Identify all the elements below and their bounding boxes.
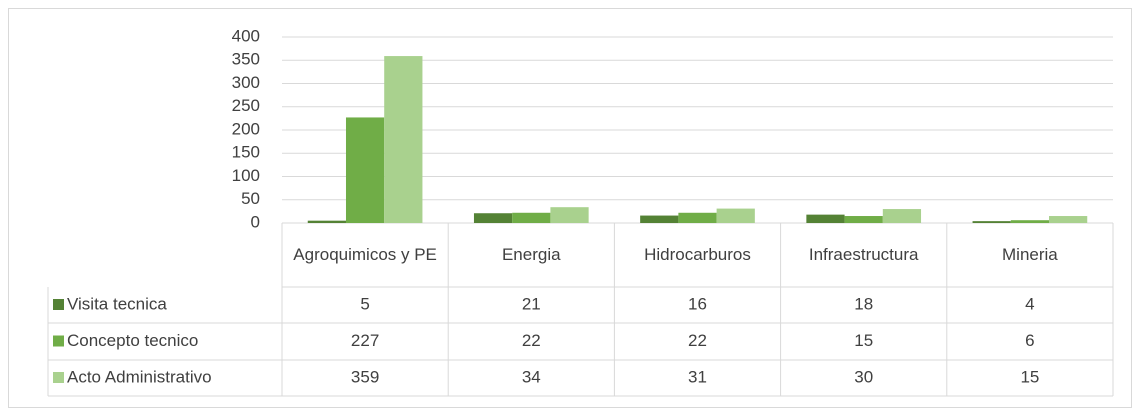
table-value: 30 (854, 367, 873, 386)
category-cell: Mineria (1002, 245, 1058, 264)
bar (512, 212, 551, 223)
y-tick-label: 100 (232, 166, 260, 185)
bar (307, 220, 346, 223)
bar (844, 216, 883, 223)
table-value: 34 (522, 367, 541, 386)
y-tick-label: 150 (232, 143, 260, 162)
bar (640, 215, 679, 223)
legend-swatch (53, 372, 64, 383)
legend-swatch (53, 299, 64, 310)
y-tick-label: 0 (251, 212, 260, 231)
table-value: 227 (351, 331, 379, 350)
category-cell: Agroquimicos y PE (293, 245, 437, 264)
table-value: 4 (1025, 294, 1034, 313)
x-tick-label: Mineria (1002, 245, 1058, 264)
bar (678, 212, 717, 223)
table-value: 5 (360, 294, 369, 313)
bar (550, 207, 589, 223)
table-value: 21 (522, 294, 541, 313)
table-value: 359 (351, 367, 379, 386)
y-tick-label: 300 (232, 73, 260, 92)
category-cell: Infraestructura (808, 245, 919, 264)
bar (1049, 216, 1088, 223)
y-tick-label: 350 (232, 50, 260, 69)
table-value: 31 (688, 367, 707, 386)
bar (384, 56, 423, 223)
legend-label: Visita tecnica (67, 294, 167, 313)
table-value: 22 (688, 331, 707, 350)
x-tick-label: Agroquimicos y PE (293, 245, 437, 264)
bar (473, 213, 513, 223)
table-value: 15 (854, 331, 873, 350)
table-value: 16 (688, 294, 707, 313)
y-tick-label: 250 (232, 96, 260, 115)
x-tick-label: Hidrocarburos (644, 245, 751, 264)
bar (345, 117, 385, 223)
legend-swatch (53, 335, 64, 347)
y-tick-label: 400 (232, 26, 260, 45)
legend-label: Concepto tecnico (67, 331, 198, 350)
y-tick-label: 200 (232, 119, 260, 138)
legend-label: Acto Administrativo (67, 367, 212, 386)
x-tick-label: Infraestructura (808, 245, 919, 264)
bar (806, 214, 845, 223)
x-tick-label: Energia (501, 245, 561, 264)
category-cell: Hidrocarburos (644, 245, 751, 264)
table-value: 15 (1020, 367, 1039, 386)
bar (716, 208, 755, 223)
bar (1010, 220, 1050, 223)
table-value: 22 (522, 331, 541, 350)
table-value: 6 (1025, 331, 1034, 350)
table-value: 18 (854, 294, 873, 313)
bar (882, 209, 922, 223)
bar (972, 221, 1011, 223)
category-cell: Energia (501, 245, 561, 264)
y-tick-label: 50 (241, 189, 260, 208)
